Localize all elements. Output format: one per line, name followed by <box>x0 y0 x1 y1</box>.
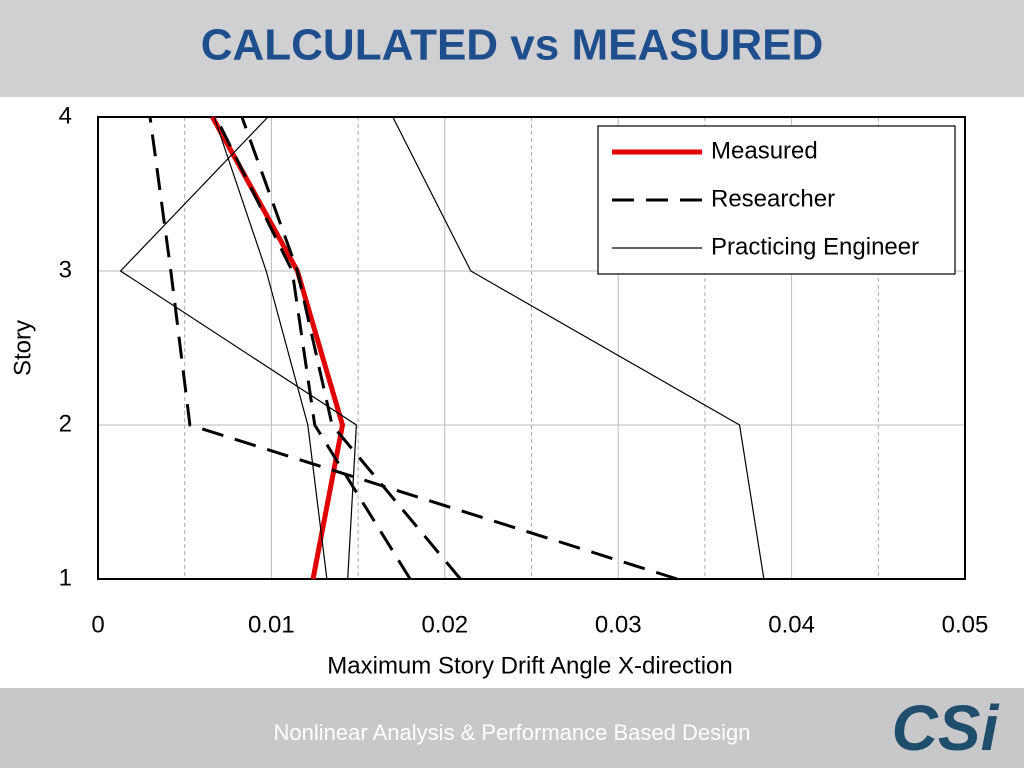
x-tick-label: 0.02 <box>421 611 468 638</box>
x-tick-label: 0.04 <box>768 611 815 638</box>
x-tick-label: 0.01 <box>248 611 295 638</box>
series-line <box>148 116 678 581</box>
legend-label: Measured <box>711 137 818 164</box>
y-tick-label: 3 <box>59 256 72 283</box>
slide-title: CALCULATED vs MEASURED <box>201 21 824 70</box>
series-line <box>213 116 328 580</box>
x-axis-label: Maximum Story Drift Angle X-direction <box>327 652 732 679</box>
y-axis-label: Story <box>9 320 36 376</box>
logo: CSi <box>892 692 1000 764</box>
footer-text: Nonlinear Analysis & Performance Based D… <box>274 720 751 745</box>
x-tick-label: 0.03 <box>595 611 642 638</box>
plot-frame <box>97 116 966 580</box>
footer-band <box>0 688 1024 768</box>
y-tick-label: 4 <box>59 102 72 129</box>
series-line <box>119 116 357 580</box>
x-tick-label: 0 <box>91 611 104 638</box>
y-tick-label: 1 <box>59 564 72 591</box>
series-line <box>392 116 765 580</box>
header-band <box>0 0 1024 97</box>
legend-label: Researcher <box>711 185 835 212</box>
series-line <box>240 116 462 580</box>
series-line <box>214 116 412 580</box>
legend-label: Practicing Engineer <box>711 233 919 260</box>
y-tick-label: 2 <box>59 410 72 437</box>
x-tick-label: 0.05 <box>942 611 989 638</box>
